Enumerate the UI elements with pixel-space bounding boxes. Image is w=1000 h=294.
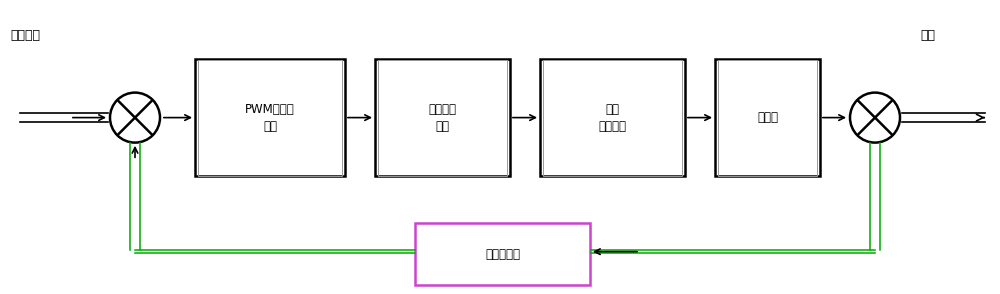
Ellipse shape xyxy=(850,93,900,143)
FancyBboxPatch shape xyxy=(415,223,590,285)
Ellipse shape xyxy=(110,93,160,143)
Text: 电机组: 电机组 xyxy=(757,111,778,124)
Text: 电机
驱动模块: 电机 驱动模块 xyxy=(598,103,626,133)
Text: 测速编码器: 测速编码器 xyxy=(485,248,520,261)
FancyBboxPatch shape xyxy=(375,59,510,176)
Text: 转速: 转速 xyxy=(920,29,935,42)
Text: PWM信号转
换器: PWM信号转 换器 xyxy=(245,103,295,133)
FancyBboxPatch shape xyxy=(715,59,820,176)
Text: 光耦隔离
模块: 光耦隔离 模块 xyxy=(428,103,456,133)
FancyBboxPatch shape xyxy=(540,59,685,176)
FancyBboxPatch shape xyxy=(195,59,345,176)
Text: 给定转速: 给定转速 xyxy=(10,29,40,42)
